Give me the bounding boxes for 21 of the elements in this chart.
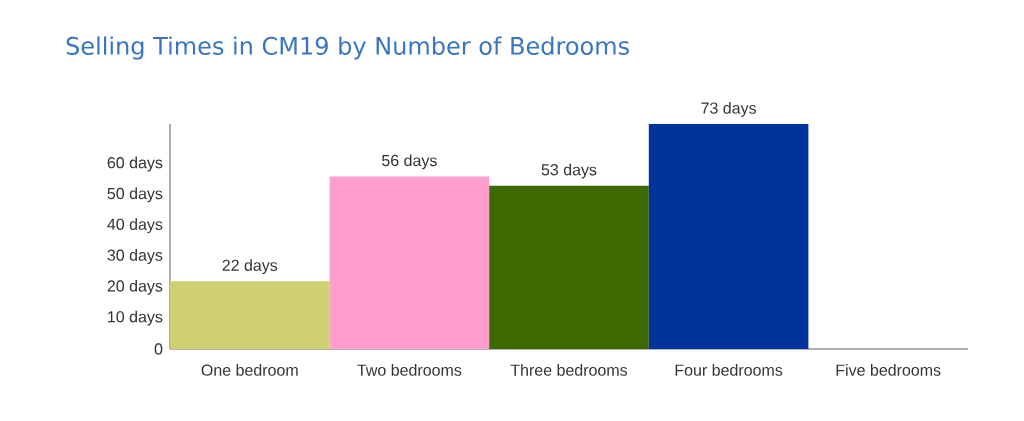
bar (489, 185, 649, 349)
x-tick-label: Four bedrooms (675, 364, 783, 376)
y-tick-label: 40 days (107, 218, 163, 234)
bar (648, 124, 809, 349)
bar (170, 281, 330, 349)
y-tick-label: 60 days (107, 156, 163, 172)
y-tick-label: 0 (154, 343, 163, 355)
y-tick-label: 10 days (108, 310, 163, 326)
data-label: 22 days (222, 259, 278, 275)
y-tick-label: 30 days (107, 249, 163, 264)
bar (329, 176, 490, 349)
y-tick-label: 50 days (107, 187, 163, 203)
y-tick-label: 20 days (107, 279, 163, 295)
data-label: 53 days (541, 163, 597, 179)
x-tick-label: One bedroom (201, 364, 298, 376)
x-tick-label: Three bedrooms (510, 364, 628, 376)
data-label: 73 days (701, 102, 757, 117)
data-label: 56 days (382, 154, 437, 170)
x-tick-label: Five bedrooms (836, 364, 941, 376)
x-tick-label: Two bedrooms (357, 364, 462, 376)
chart-title: Selling Times in CM19 by Number of Bedrooms (66, 36, 629, 60)
